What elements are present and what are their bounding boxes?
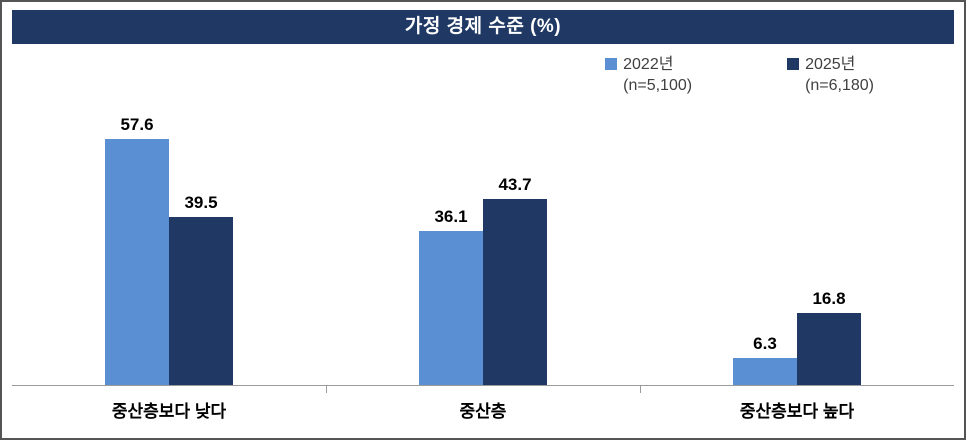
plot-area: 57.6 39.5 36.1 43.7 6.3 16.8 <box>12 44 954 386</box>
chart-body: 2022년 (n=5,100) 2025년 (n=6,180) 57.6 39.5… <box>12 44 954 430</box>
legend-text-2022: 2022년 (n=5,100) <box>623 54 692 96</box>
bar-wrap: 57.6 <box>105 44 169 385</box>
bar-wrap: 43.7 <box>483 44 547 385</box>
bar-2022년 <box>105 139 169 385</box>
category-label: 중산층보다 높다 <box>640 386 954 422</box>
value-label: 39.5 <box>184 192 218 212</box>
value-label: 36.1 <box>434 207 468 227</box>
bar-group: 36.1 43.7 <box>326 44 640 385</box>
bar-wrap: 39.5 <box>169 44 233 385</box>
legend-series-name: 2022년 <box>623 56 674 73</box>
legend-item-2022: 2022년 (n=5,100) <box>605 54 692 96</box>
bar-wrap: 16.8 <box>797 44 861 385</box>
legend-sample-size: (n=5,100) <box>623 77 693 94</box>
value-label: 6.3 <box>753 334 777 354</box>
bar-2025년 <box>483 198 547 385</box>
value-label: 57.6 <box>120 115 154 135</box>
legend-text-2025: 2025년 (n=6,180) <box>805 54 874 96</box>
bar-wrap: 36.1 <box>419 44 483 385</box>
legend-swatch-2025 <box>787 58 800 70</box>
bar-group: 57.6 39.5 <box>12 44 326 385</box>
category-label: 중산층보다 낮다 <box>111 402 227 421</box>
value-label: 43.7 <box>498 174 532 194</box>
chart-title: 가정 경제 수준 (%) <box>12 10 954 44</box>
legend-item-2025: 2025년 (n=6,180) <box>787 54 874 96</box>
bar-2022년 <box>733 358 797 385</box>
legend-swatch-2022 <box>605 58 618 70</box>
bar-group: 6.3 16.8 <box>640 44 954 385</box>
bar-2025년 <box>169 216 233 385</box>
legend: 2022년 (n=5,100) 2025년 (n=6,180) <box>12 54 954 96</box>
legend-sample-size: (n=6,180) <box>805 77 874 94</box>
value-label: 16.8 <box>812 289 846 309</box>
bar-wrap: 6.3 <box>733 44 797 385</box>
bar-2025년 <box>797 313 861 385</box>
legend-series-name: 2025년 <box>805 56 856 73</box>
category-label: 중산층 <box>326 386 640 422</box>
bar-2022년 <box>419 231 483 385</box>
x-axis-labels: 중산층보다 낮다 중산층 중산층보다 높다 <box>12 386 954 422</box>
